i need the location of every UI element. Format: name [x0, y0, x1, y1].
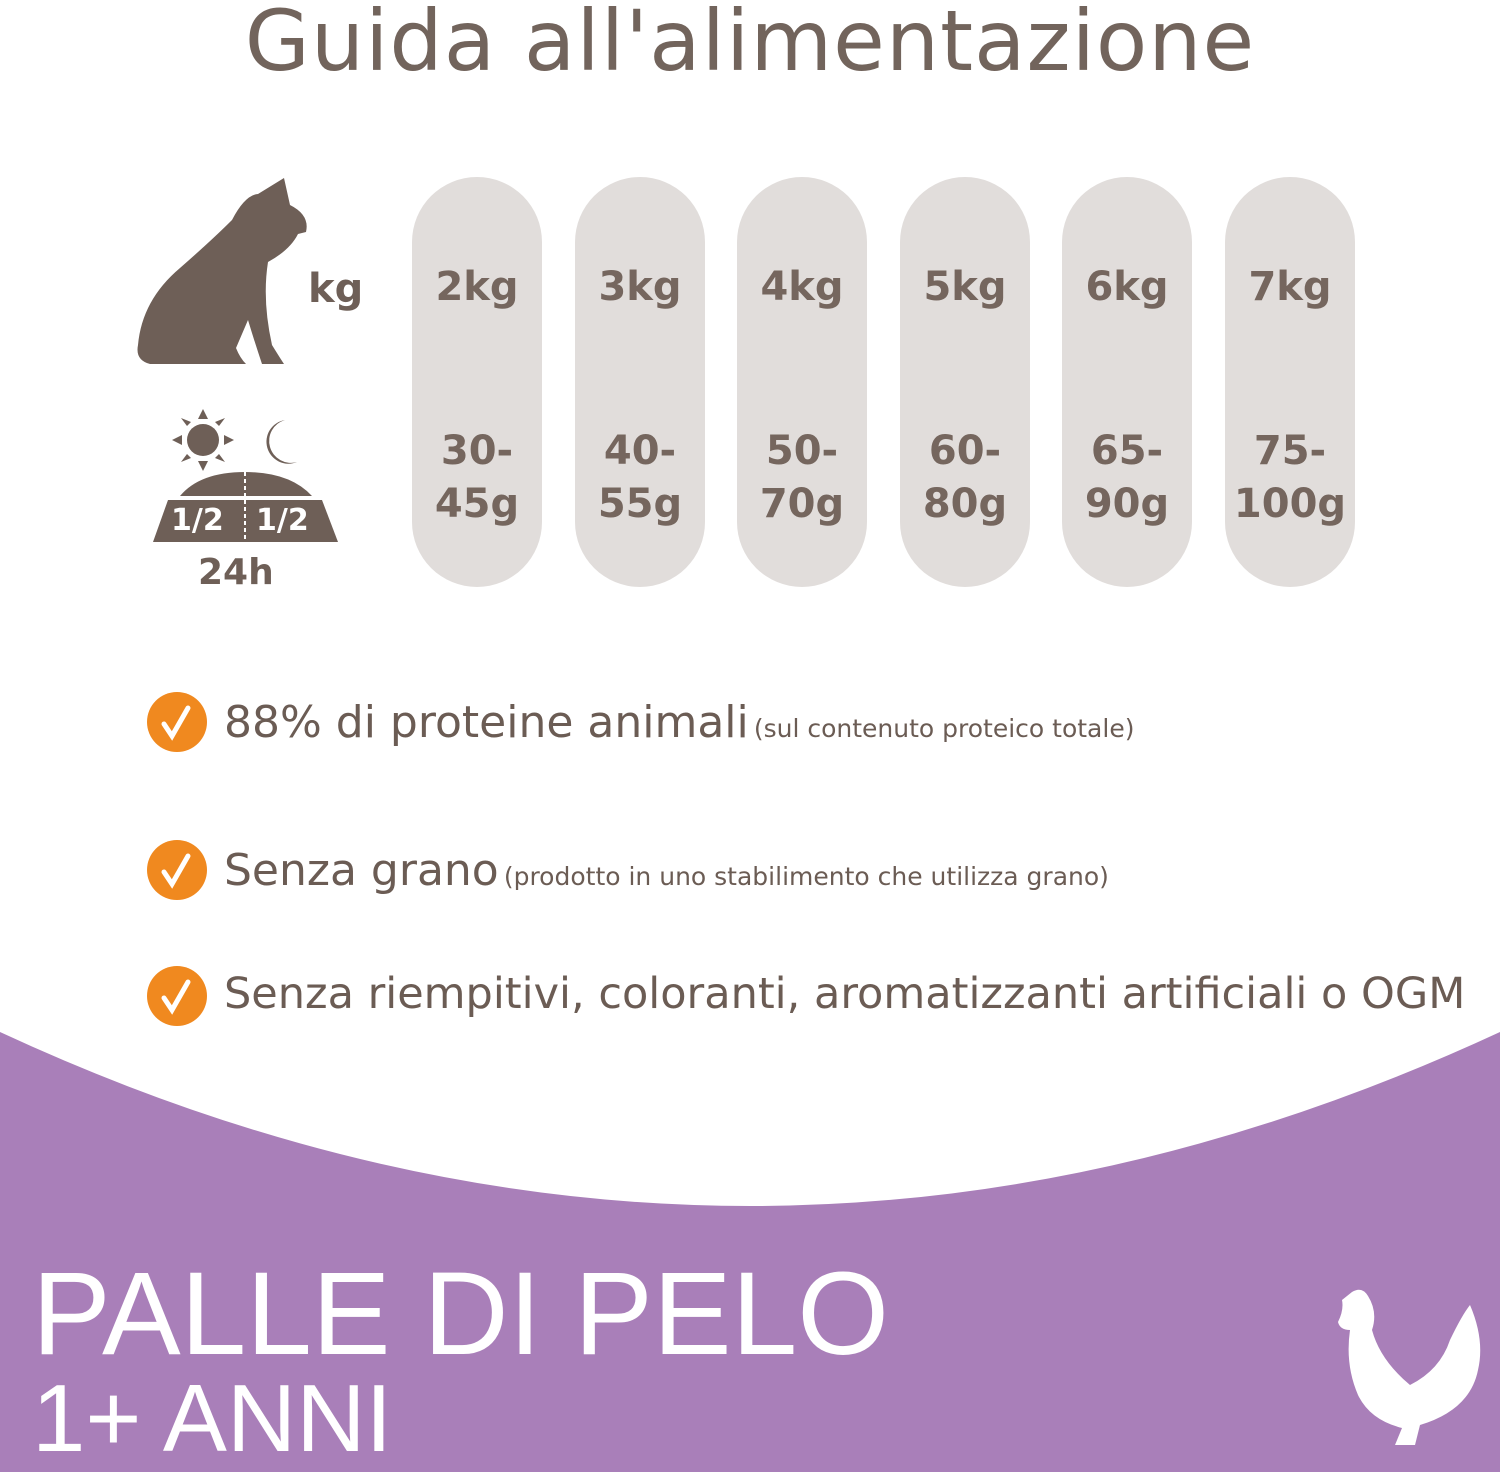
column-amount: 65-	[1090, 428, 1164, 474]
weight-label: kg	[308, 266, 364, 312]
column-amount: 60-	[928, 428, 1002, 474]
column-pill	[737, 177, 867, 587]
benefit: Senza grano (prodotto in uno stabiliment…	[224, 845, 1109, 896]
column-weight: 4kg	[760, 264, 844, 310]
cat-icon	[137, 178, 307, 364]
benefit-main: Senza riempitivi, coloranti, aromatizzan…	[224, 969, 1466, 1019]
column-pill	[1225, 177, 1355, 587]
benefit-main: Senza grano	[224, 845, 499, 896]
column-pill	[575, 177, 705, 587]
column-amount: 40-	[603, 428, 677, 474]
column-amount: 70g	[759, 481, 845, 527]
footer-subtitle: 1+ ANNI	[32, 1365, 393, 1472]
footer-band	[0, 1032, 1500, 1472]
column-weight: 6kg	[1085, 264, 1169, 310]
column-amount: 30-	[440, 428, 514, 474]
benefit: 88% di proteine animali (sul contenuto p…	[224, 697, 1134, 748]
benefit-main: 88% di proteine animali	[224, 697, 749, 748]
column-amount: 100g	[1233, 481, 1347, 527]
column-amount: 80g	[922, 481, 1008, 527]
column-weight: 3kg	[598, 264, 682, 310]
benefit: Senza riempitivi, coloranti, aromatizzan…	[224, 969, 1465, 1019]
column-amount: 90g	[1084, 481, 1170, 527]
column-amount: 45g	[434, 481, 520, 527]
chicken-icon	[1338, 1289, 1481, 1445]
benefit-note: (prodotto in uno stabilimento che utiliz…	[503, 862, 1109, 891]
check-icons	[147, 692, 207, 1026]
column-weight: 2kg	[435, 264, 519, 310]
benefit-note: (sul contenuto proteico totale)	[753, 714, 1135, 743]
column-amount: 55g	[597, 481, 683, 527]
title: Guida all'alimentazione	[244, 0, 1256, 90]
column-weight: 5kg	[923, 264, 1007, 310]
sun-icon	[172, 409, 234, 471]
footer-title: PALLE DI PELO	[32, 1248, 889, 1380]
portion-label: 1/2	[171, 503, 224, 538]
portion-label: 1/2	[256, 503, 309, 538]
column-amount: 50-	[765, 428, 839, 474]
daily-label: 24h	[198, 552, 274, 593]
moon-icon	[266, 420, 297, 464]
column-pill	[900, 177, 1030, 587]
column-weight: 7kg	[1248, 264, 1332, 310]
column-pill	[412, 177, 542, 587]
column-pill	[1062, 177, 1192, 587]
bowl-food	[180, 472, 312, 496]
column-amount: 75-	[1253, 428, 1327, 474]
